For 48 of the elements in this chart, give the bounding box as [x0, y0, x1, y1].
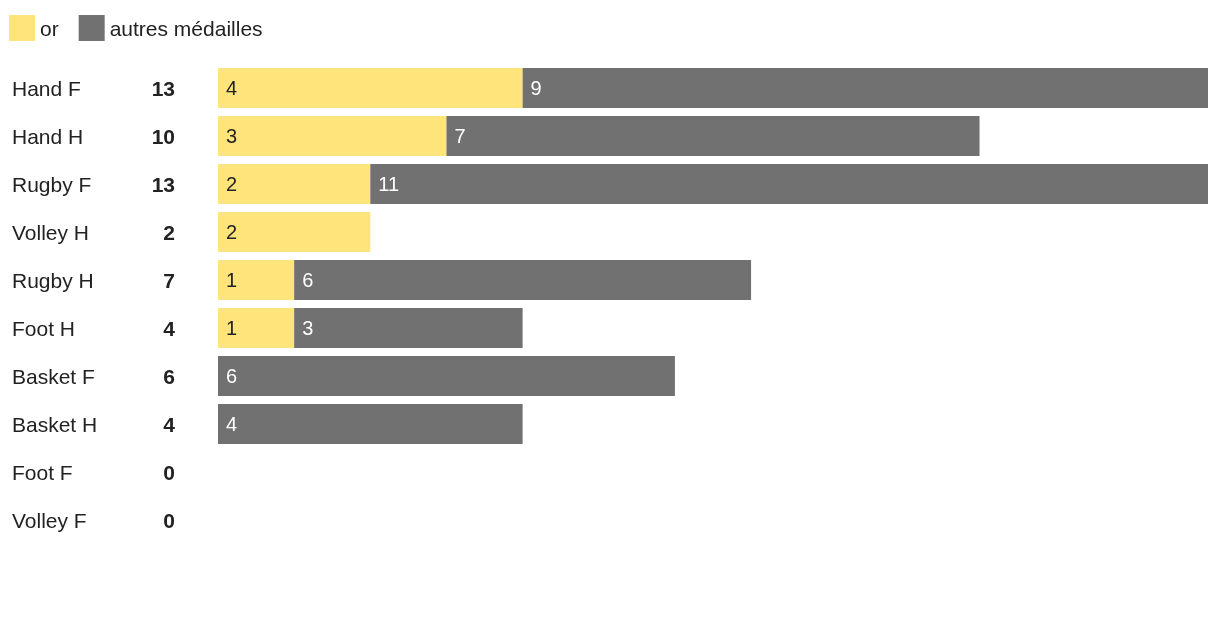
- total-label: 0: [163, 508, 175, 532]
- total-label: 4: [163, 412, 176, 436]
- y-tick-label: Rugby F: [12, 172, 92, 196]
- bar: [446, 116, 980, 156]
- bar: [218, 260, 295, 300]
- legend-label: autres médailles: [109, 16, 263, 40]
- total-label: 7: [163, 268, 175, 292]
- bar: [218, 116, 447, 156]
- data-label: 6: [302, 269, 314, 291]
- total-label: 10: [151, 124, 175, 148]
- data-label: 7: [454, 125, 466, 147]
- bar: [370, 164, 1208, 204]
- data-label: 11: [378, 173, 400, 195]
- y-tick-label: Foot F: [12, 460, 73, 484]
- bar: [218, 212, 371, 252]
- data-label: 2: [226, 221, 238, 243]
- y-tick-label: Volley H: [12, 220, 90, 244]
- legend-label: or: [40, 16, 59, 40]
- data-label: 4: [226, 413, 238, 435]
- data-label: 9: [530, 77, 542, 99]
- y-tick-label: Hand H: [12, 124, 84, 148]
- data-label: 6: [226, 365, 238, 387]
- data-label: 2: [226, 173, 238, 195]
- y-tick-label: Basket F: [12, 364, 95, 388]
- bar: [522, 68, 1208, 108]
- total-label: 4: [163, 316, 176, 340]
- bar: [294, 260, 752, 300]
- y-tick-label: Foot H: [12, 316, 76, 340]
- bar: [218, 356, 675, 396]
- total-label: 0: [163, 460, 175, 484]
- data-label: 1: [226, 317, 238, 339]
- y-tick-label: Hand F: [12, 76, 81, 100]
- y-tick-label: Rugby H: [12, 268, 94, 292]
- bar: [218, 308, 295, 348]
- bar: [218, 164, 371, 204]
- y-tick-label: Volley F: [12, 508, 87, 532]
- data-label: 3: [302, 317, 314, 339]
- bar: [294, 308, 523, 348]
- total-label: 6: [163, 364, 175, 388]
- bar: [218, 68, 523, 108]
- data-label: 1: [226, 269, 238, 291]
- data-label: 3: [226, 125, 238, 147]
- total-label: 2: [163, 220, 175, 244]
- bar: [218, 404, 523, 444]
- total-label: 13: [151, 172, 175, 196]
- data-label: 4: [226, 77, 238, 99]
- total-label: 13: [151, 76, 175, 100]
- y-tick-label: Basket H: [12, 412, 98, 436]
